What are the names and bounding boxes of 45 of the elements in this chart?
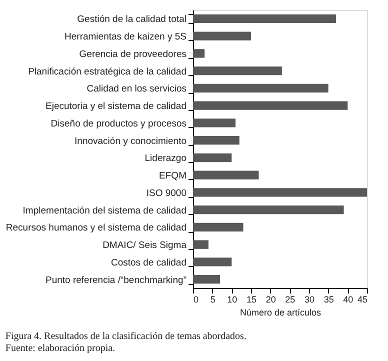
y-tick-label: Gestión de la calidad total (77, 14, 186, 26)
y-tick-label: Calidad en los servicios (86, 84, 187, 95)
bar (193, 101, 348, 110)
y-tick-label: Gerencia de proveedores (79, 48, 187, 60)
y-tick-label: Diseño de productos y procesos (50, 118, 187, 130)
y-tick-label: Recursos humanos y el sistema de calidad (6, 222, 186, 234)
x-tick-label: 40 (343, 294, 354, 304)
y-tick-label: Implementación del sistema de calidad (22, 205, 186, 216)
x-tick-label: 5 (210, 294, 216, 304)
bar (193, 136, 240, 145)
y-tick-label: Innovación y conocimiento (74, 136, 186, 147)
bar (193, 32, 251, 40)
x-axis-title: Número de artículos (240, 308, 322, 318)
y-tick-label: Liderazgo (144, 153, 186, 164)
bar (193, 66, 282, 76)
y-tick-label: ISO 9000 (146, 188, 186, 199)
bar (193, 222, 244, 232)
bar (193, 274, 220, 284)
y-tick-label: Costos de calidad (110, 257, 186, 268)
bar (193, 84, 328, 93)
x-tick-label: 20 (266, 294, 276, 304)
x-tick-label: 25 (285, 294, 296, 304)
x-tick-label: 45 (357, 294, 368, 304)
bar (193, 240, 208, 249)
bar (193, 153, 232, 162)
bar (193, 170, 259, 180)
bar (193, 118, 236, 128)
y-tick-label: DMAIC/ Seis Sigma (102, 240, 188, 252)
bar (193, 49, 205, 58)
bar (193, 258, 232, 266)
source-note: Fuente: elaboración propia. (5, 343, 116, 354)
x-tick-label: 35 (324, 294, 334, 304)
y-tick-label: Planificación estratégica de la calidad (28, 66, 186, 78)
bar (193, 188, 367, 197)
y-tick-label: Ejecutoria y el sistema de calidad (46, 101, 186, 112)
bar (193, 205, 344, 214)
x-tick-label: 10 (227, 294, 238, 304)
y-tick-label: Herramientas de kaizen y 5S (64, 32, 186, 43)
x-tick-label: 0 (194, 294, 199, 304)
text: Figura 4. Resultados de la clasificación de temas abordados. (5, 331, 246, 342)
bar (193, 14, 336, 24)
y-tick-label: EFQM (159, 170, 187, 182)
x-tick-label: 30 (304, 294, 315, 304)
y-tick-label: Punto referencia /“benchmarking” (46, 274, 186, 286)
x-tick-label: 15 (246, 294, 257, 304)
